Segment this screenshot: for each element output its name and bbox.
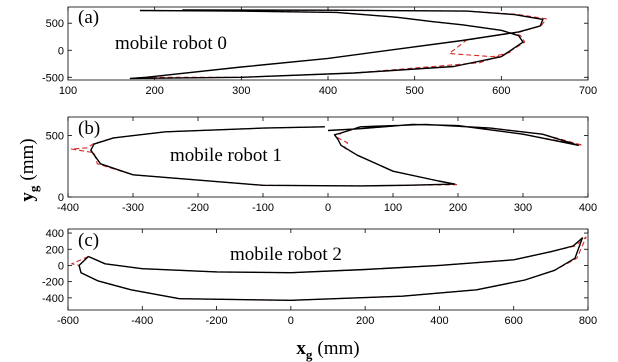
y-axis-title: yg(mm) bbox=[17, 138, 41, 201]
x-tick-label: 200 bbox=[145, 85, 163, 97]
x-tick-label: 800 bbox=[579, 315, 597, 327]
x-tick-label: 400 bbox=[579, 202, 597, 214]
panel-2: -600 -400 -200 0 200 400 600 800 -400 -200 0 200 400… bbox=[42, 228, 597, 327]
x-axis-title: xg (mm) bbox=[296, 338, 359, 362]
y-tick-label: 0 bbox=[58, 192, 64, 204]
y-tick-label: 500 bbox=[46, 130, 64, 142]
x-tick-label: -200 bbox=[206, 315, 228, 327]
y-tick-label: 0 bbox=[58, 45, 64, 57]
x-tick-label: -600 bbox=[57, 315, 79, 327]
x-tick-label: 500 bbox=[405, 85, 423, 97]
x-tick-label: 600 bbox=[492, 85, 510, 97]
y-tick-label: 400 bbox=[46, 228, 64, 240]
x-tick-label: 0 bbox=[288, 315, 294, 327]
panel-0: 100 200 300 400 500 600 700 -500 0 500 (a) mobile r… bbox=[42, 6, 597, 97]
robot-annotation: mobile robot 0 bbox=[115, 33, 227, 54]
panel-1: -400 -300 -200 -100 0 100 200 300 400 0 500 (b) mobi… bbox=[46, 116, 597, 214]
y-tick-label: 500 bbox=[46, 18, 64, 30]
x-tick-label: 700 bbox=[579, 85, 597, 97]
x-tick-label: -400 bbox=[57, 202, 79, 214]
y-tick-label: 0 bbox=[58, 260, 64, 272]
y-tick-label: 200 bbox=[46, 244, 64, 256]
y-tick-label: -500 bbox=[42, 72, 64, 84]
actual-trajectory-line bbox=[78, 237, 584, 301]
y-tick-label: -400 bbox=[42, 293, 64, 305]
x-tick-label: 100 bbox=[59, 85, 77, 97]
x-tick-label: 400 bbox=[319, 85, 337, 97]
x-tick-label: 100 bbox=[384, 202, 402, 214]
panel-label: (a) bbox=[78, 7, 99, 28]
x-tick-label: 600 bbox=[505, 315, 523, 327]
plot-frame bbox=[67, 228, 589, 311]
panel-label: (c) bbox=[78, 230, 99, 251]
panel-label: (b) bbox=[78, 118, 100, 139]
x-tick-label: -300 bbox=[122, 202, 144, 214]
x-tick-label: 300 bbox=[232, 85, 250, 97]
x-tick-label: 0 bbox=[325, 202, 331, 214]
actual-trajectory-line bbox=[90, 123, 579, 187]
robot-annotation: mobile robot 2 bbox=[230, 244, 342, 265]
robot-annotation: mobile robot 1 bbox=[170, 145, 282, 166]
x-tick-label: 300 bbox=[514, 202, 532, 214]
x-tick-label: 200 bbox=[449, 202, 467, 214]
x-tick-label: -400 bbox=[131, 315, 153, 327]
x-tick-label: 200 bbox=[356, 315, 374, 327]
y-tick-label: -200 bbox=[42, 277, 64, 289]
x-tick-label: -200 bbox=[187, 202, 209, 214]
actual-trajectory-line bbox=[129, 9, 544, 80]
x-tick-label: 400 bbox=[430, 315, 448, 327]
x-tick-label: -100 bbox=[252, 202, 274, 214]
